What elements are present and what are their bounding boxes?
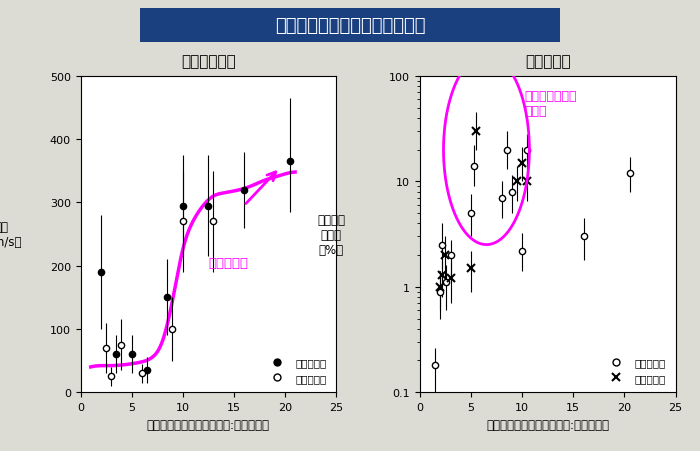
Title: 太陽風の速度: 太陽風の速度: [181, 54, 236, 69]
X-axis label: 太陽中心からの距離（単位:太陽半径）: 太陽中心からの距離（単位:太陽半径）: [486, 418, 609, 431]
Legend: 太陽の西側, 太陽の東側: 太陽の西側, 太陽の東側: [262, 354, 331, 387]
Text: 加速域で大振幅
の音波: 加速域で大振幅 の音波: [524, 90, 577, 118]
Y-axis label: 速度
（km/s）: 速度 （km/s）: [0, 221, 22, 249]
Text: 太陽風の速度と音波の観測結果: 太陽風の速度と音波の観測結果: [274, 17, 426, 35]
X-axis label: 太陽中心からの距離（単位:太陽半径）: 太陽中心からの距離（単位:太陽半径）: [147, 418, 270, 431]
Legend: 太陽の西側, 太陽の東側: 太陽の西側, 太陽の東側: [601, 354, 671, 387]
Text: 急激な加速: 急激な加速: [209, 257, 248, 269]
Y-axis label: 密度変動
の割合
（%）: 密度変動 の割合 （%）: [317, 213, 345, 256]
Title: 音波の振幅: 音波の振幅: [525, 54, 570, 69]
